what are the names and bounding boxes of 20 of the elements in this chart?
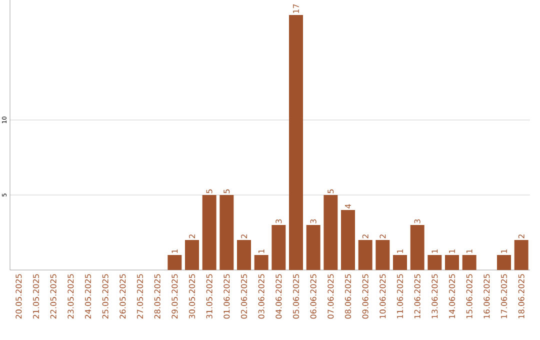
bar [237,240,251,270]
bar [393,255,408,270]
bar [324,195,338,270]
bar [376,240,390,270]
bar [220,195,234,270]
bar [514,240,528,270]
bar [289,15,304,270]
bar [445,255,460,270]
bar [306,225,320,270]
bar [202,195,216,270]
bar [185,240,199,270]
bar [462,255,476,270]
bar [358,240,372,270]
bar [272,225,286,270]
bar [497,255,512,270]
bar [168,255,182,270]
bar [341,210,356,270]
bar [410,225,424,270]
bar [254,255,268,270]
bar [428,255,442,270]
